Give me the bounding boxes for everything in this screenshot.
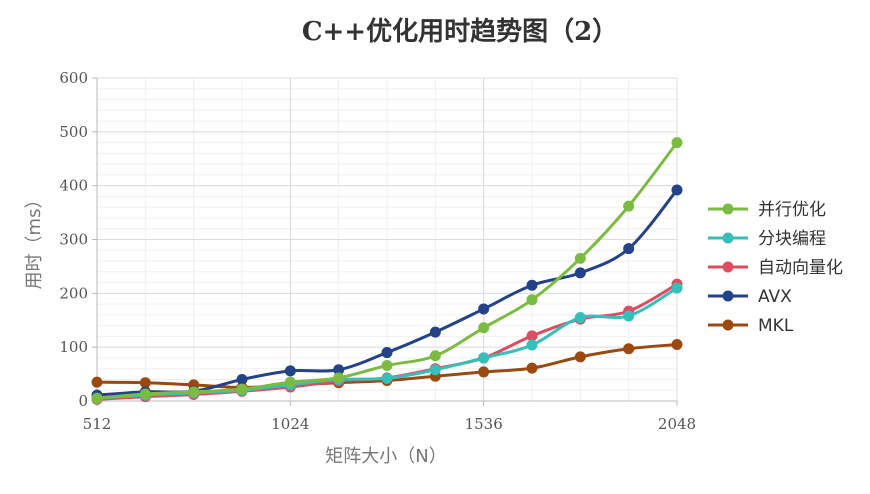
data-point bbox=[623, 243, 635, 255]
legend-marker bbox=[722, 290, 734, 302]
legend-label: 自动向量化 bbox=[758, 258, 843, 278]
series-lines bbox=[91, 137, 683, 405]
data-point bbox=[574, 351, 586, 363]
data-point bbox=[574, 252, 586, 264]
data-point bbox=[333, 364, 345, 376]
data-point bbox=[574, 312, 586, 324]
data-point bbox=[671, 137, 683, 149]
legend-item[interactable]: 自动向量化 bbox=[708, 258, 843, 278]
legend-item[interactable]: 并行优化 bbox=[708, 200, 826, 220]
y-tick-label: 600 bbox=[59, 69, 88, 87]
data-point bbox=[671, 282, 683, 294]
data-point bbox=[623, 343, 635, 355]
data-point bbox=[478, 322, 490, 334]
y-tick-label: 300 bbox=[59, 231, 88, 249]
data-point bbox=[333, 372, 345, 384]
data-point bbox=[429, 326, 441, 338]
chart-title: C++优化用时趋势图（2） bbox=[302, 17, 618, 47]
legend-marker bbox=[722, 232, 734, 244]
data-point bbox=[236, 383, 248, 395]
data-point bbox=[139, 388, 151, 400]
data-point bbox=[284, 376, 296, 388]
data-point bbox=[381, 359, 393, 371]
data-point bbox=[526, 330, 538, 342]
legend-item[interactable]: 分块编程 bbox=[708, 229, 826, 249]
data-point bbox=[526, 279, 538, 291]
data-point bbox=[478, 352, 490, 364]
data-point bbox=[91, 392, 103, 404]
y-tick-label: 200 bbox=[59, 284, 88, 302]
data-point bbox=[526, 339, 538, 351]
legend-marker bbox=[722, 319, 734, 331]
data-point bbox=[671, 184, 683, 196]
y-tick-label: 0 bbox=[78, 392, 88, 410]
x-tick-label: 512 bbox=[83, 415, 112, 433]
y-axis-title: 用时（ms） bbox=[24, 191, 45, 290]
data-point bbox=[623, 310, 635, 322]
data-point bbox=[188, 386, 200, 398]
data-point bbox=[574, 267, 586, 279]
data-point bbox=[526, 362, 538, 374]
x-tick-label: 1536 bbox=[465, 415, 503, 433]
legend-marker bbox=[722, 203, 734, 215]
legend-label: 并行优化 bbox=[758, 200, 826, 220]
data-point bbox=[671, 338, 683, 350]
legend-item[interactable]: AVX bbox=[708, 287, 792, 307]
x-tick-label: 2048 bbox=[658, 415, 696, 433]
data-point bbox=[139, 377, 151, 389]
legend-marker bbox=[722, 261, 734, 273]
data-point bbox=[478, 366, 490, 378]
legend-label: 分块编程 bbox=[758, 229, 826, 249]
y-tick-label: 500 bbox=[59, 123, 88, 141]
legend-item[interactable]: MKL bbox=[708, 316, 794, 336]
data-point bbox=[91, 376, 103, 388]
tick-labels: 0 100 200 300 400 500 600 512 1024 1536 2048 bbox=[59, 69, 696, 433]
data-point bbox=[381, 347, 393, 359]
data-point bbox=[429, 364, 441, 376]
y-tick-label: 100 bbox=[59, 338, 88, 356]
data-point bbox=[526, 294, 538, 306]
data-point bbox=[381, 372, 393, 384]
data-point bbox=[478, 303, 490, 315]
x-tick-label: 1024 bbox=[271, 415, 309, 433]
legend-label: AVX bbox=[758, 287, 792, 307]
data-point bbox=[429, 350, 441, 362]
data-point bbox=[236, 373, 248, 385]
legend-label: MKL bbox=[758, 316, 794, 336]
data-point bbox=[623, 200, 635, 212]
y-tick-label: 400 bbox=[59, 177, 88, 195]
series-1 bbox=[91, 137, 683, 404]
data-point bbox=[284, 365, 296, 377]
x-axis-title: 矩阵大小（N） bbox=[325, 446, 446, 467]
